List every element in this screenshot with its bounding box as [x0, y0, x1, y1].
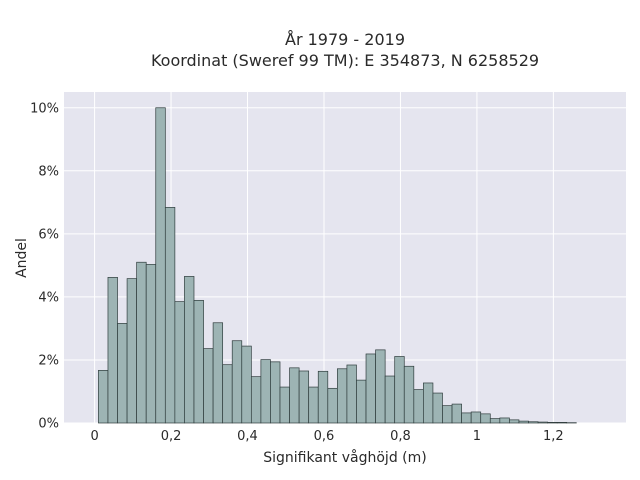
histogram-bar [231, 340, 243, 424]
histogram-bar [537, 421, 548, 424]
histogram-bar [394, 356, 405, 424]
histogram-bar [556, 422, 568, 424]
histogram-bar [270, 361, 281, 424]
histogram-bars [98, 107, 577, 424]
histogram-bar [212, 322, 224, 424]
y-tick-label: 8% [38, 164, 59, 179]
histogram-bar [442, 405, 453, 424]
histogram-bar [356, 379, 367, 424]
histogram-bar [528, 421, 539, 424]
histogram-bar [470, 411, 482, 424]
histogram-bar [432, 392, 443, 424]
x-tick-label: 0,2 [161, 429, 182, 444]
histogram-bar [164, 207, 176, 424]
histogram-bar [98, 370, 109, 424]
x-tick-label: 1,2 [543, 429, 564, 444]
histogram-bar [480, 413, 491, 424]
x-tick-label: 0 [90, 429, 98, 444]
y-tick-label: 2% [38, 353, 59, 368]
chart-title-line-2: Koordinat (Sweref 99 TM): E 354873, N 62… [151, 51, 539, 70]
histogram-bar [518, 420, 529, 424]
x-tick-label: 0,6 [314, 429, 335, 444]
histogram-bar [289, 367, 300, 424]
histogram-bar [509, 419, 520, 424]
x-tick-label: 0,4 [237, 429, 258, 444]
histogram-bar [375, 349, 386, 424]
y-tick-label: 4% [38, 290, 59, 305]
y-tick-label: 0% [38, 417, 59, 432]
histogram-bar [241, 345, 252, 424]
x-tick-label: 0,8 [390, 429, 411, 444]
histogram-bar [547, 422, 558, 424]
histogram-bar [384, 375, 396, 424]
histogram-bar [184, 276, 195, 424]
x-axis-ticks: 0 0,2 0,4 0,6 0,8 1 1,2 [90, 429, 563, 444]
histogram-bar [203, 348, 214, 424]
histogram-bar [260, 359, 271, 424]
x-axis-label: Signifikant våghöjd (m) [263, 449, 426, 466]
histogram-bar [107, 277, 118, 424]
histogram-bar [126, 278, 137, 424]
histogram-bar [136, 261, 147, 424]
histogram-bar [222, 364, 233, 424]
histogram-bar [461, 412, 472, 424]
histogram-bar [279, 386, 290, 424]
histogram-bar [117, 323, 128, 424]
y-axis-ticks: 0% 2% 4% 6% 8% 10% [30, 101, 59, 431]
y-tick-label: 6% [38, 227, 59, 242]
histogram-bar [155, 107, 166, 424]
histogram-bar [413, 389, 424, 424]
histogram-bar [317, 370, 329, 424]
histogram-bar [423, 382, 434, 424]
histogram-bar [346, 364, 357, 424]
y-tick-label: 10% [30, 101, 59, 116]
histogram-bar [174, 301, 185, 424]
histogram-bar [337, 368, 348, 424]
histogram-bar [403, 365, 415, 424]
histogram-bar [193, 300, 204, 424]
x-tick-label: 1 [473, 429, 481, 444]
histogram-bar [451, 403, 462, 424]
y-axis-label: Andel [14, 238, 30, 278]
histogram-bar [327, 387, 338, 424]
histogram-bar [365, 353, 376, 424]
histogram-bar [145, 264, 157, 424]
histogram-bar [489, 418, 501, 424]
histogram-bar [250, 376, 262, 424]
histogram-bar [308, 386, 319, 424]
histogram-bar [499, 417, 510, 424]
histogram-bar [298, 370, 310, 424]
chart-title-line-1: År 1979 - 2019 [285, 30, 405, 49]
